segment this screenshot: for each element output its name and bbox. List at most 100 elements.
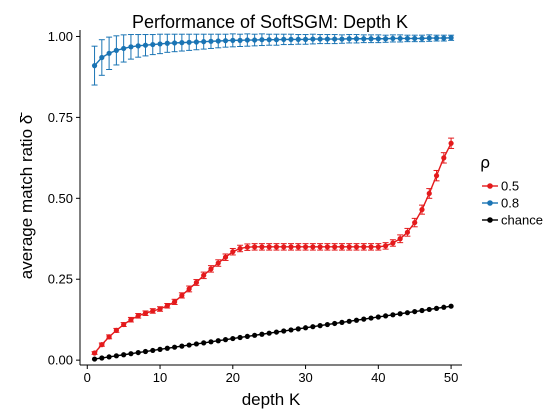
data-point (397, 35, 403, 42)
data-point (186, 39, 192, 45)
data-point (106, 50, 112, 56)
data-point (448, 303, 454, 309)
legend-label: 0.8 (501, 196, 519, 211)
data-point (237, 334, 243, 341)
data-point (383, 36, 389, 42)
data-point (201, 272, 207, 278)
data-point (288, 36, 294, 42)
data-point (135, 349, 141, 356)
data-point (273, 329, 280, 335)
data-point (164, 40, 170, 46)
data-point (121, 321, 127, 328)
legend-key-point (487, 183, 493, 189)
data-point (448, 35, 454, 41)
data-point (150, 347, 156, 354)
data-point (346, 244, 352, 250)
data-point (361, 36, 367, 42)
data-point (383, 243, 389, 249)
legend: ρ 0.5 0.8 chance (480, 153, 543, 228)
data-point (128, 351, 134, 357)
data-point (222, 254, 229, 260)
data-point (426, 306, 432, 313)
data-point (186, 342, 192, 348)
data-point (259, 331, 265, 337)
data-point (412, 219, 418, 226)
data-point (171, 344, 178, 350)
data-point (259, 37, 265, 43)
data-point (128, 317, 134, 323)
data-point (339, 319, 345, 325)
data-point (208, 38, 214, 44)
data-point (419, 307, 425, 314)
data-point (150, 308, 156, 314)
y-tick-label: 1.00 (48, 29, 73, 44)
data-point (201, 39, 207, 45)
x-ticks: 0 10 20 30 40 50 (84, 365, 458, 385)
data-point (361, 316, 367, 322)
x-tick-label: 10 (153, 370, 167, 385)
data-point (310, 36, 316, 42)
data-point (441, 35, 447, 41)
data-point (237, 245, 243, 252)
data-point (390, 312, 396, 318)
data-point (150, 41, 156, 48)
y-axis-label: average match ratio δ̄ (17, 112, 36, 279)
data-point (230, 37, 236, 43)
y-tick-label: 0.00 (48, 353, 73, 368)
data-point (426, 190, 432, 197)
data-point (121, 352, 127, 358)
legend-title: ρ (480, 153, 490, 172)
y-tick-label: 0.25 (48, 272, 73, 287)
data-point (171, 40, 178, 46)
data-point (208, 339, 214, 345)
data-point (259, 244, 265, 250)
data-point (288, 327, 294, 333)
data-point (230, 249, 236, 255)
data-point (215, 38, 221, 44)
data-point (346, 36, 352, 42)
legend-key-point (487, 217, 493, 223)
data-point (106, 354, 112, 360)
data-point (295, 326, 301, 332)
y-tick-label: 0.50 (48, 191, 73, 206)
data-point (302, 325, 309, 331)
data-point (324, 321, 330, 328)
data-point (419, 35, 425, 42)
data-point (433, 305, 440, 311)
data-point (186, 286, 192, 292)
x-tick-label: 50 (444, 370, 458, 385)
data-point (91, 356, 98, 362)
data-point (281, 328, 287, 334)
data-point (412, 308, 418, 315)
data-point (142, 310, 149, 316)
data-point (266, 330, 272, 336)
data-point (404, 310, 411, 316)
data-point (215, 260, 221, 266)
data-point (171, 299, 178, 305)
data-point (273, 244, 280, 250)
data-point (193, 341, 200, 347)
data-point (208, 266, 214, 272)
data-point (142, 42, 149, 48)
legend-item-0.8: 0.8 (482, 196, 519, 211)
data-point (157, 41, 163, 47)
data-point (419, 207, 425, 213)
data-point (193, 39, 200, 45)
data-point (375, 244, 381, 250)
legend-item-chance: chance (482, 213, 543, 228)
data-point (375, 314, 381, 320)
data-point (433, 173, 440, 179)
series-line (94, 142, 452, 354)
data-point (179, 40, 185, 46)
data-point (164, 345, 170, 351)
data-point (324, 36, 330, 42)
x-axis-label: depth K (242, 390, 301, 409)
data-point (128, 44, 134, 50)
data-point (295, 244, 301, 250)
data-point (113, 327, 119, 333)
data-point (317, 36, 323, 42)
data-point (433, 35, 440, 41)
plot-area (91, 33, 455, 362)
data-point (113, 353, 119, 359)
